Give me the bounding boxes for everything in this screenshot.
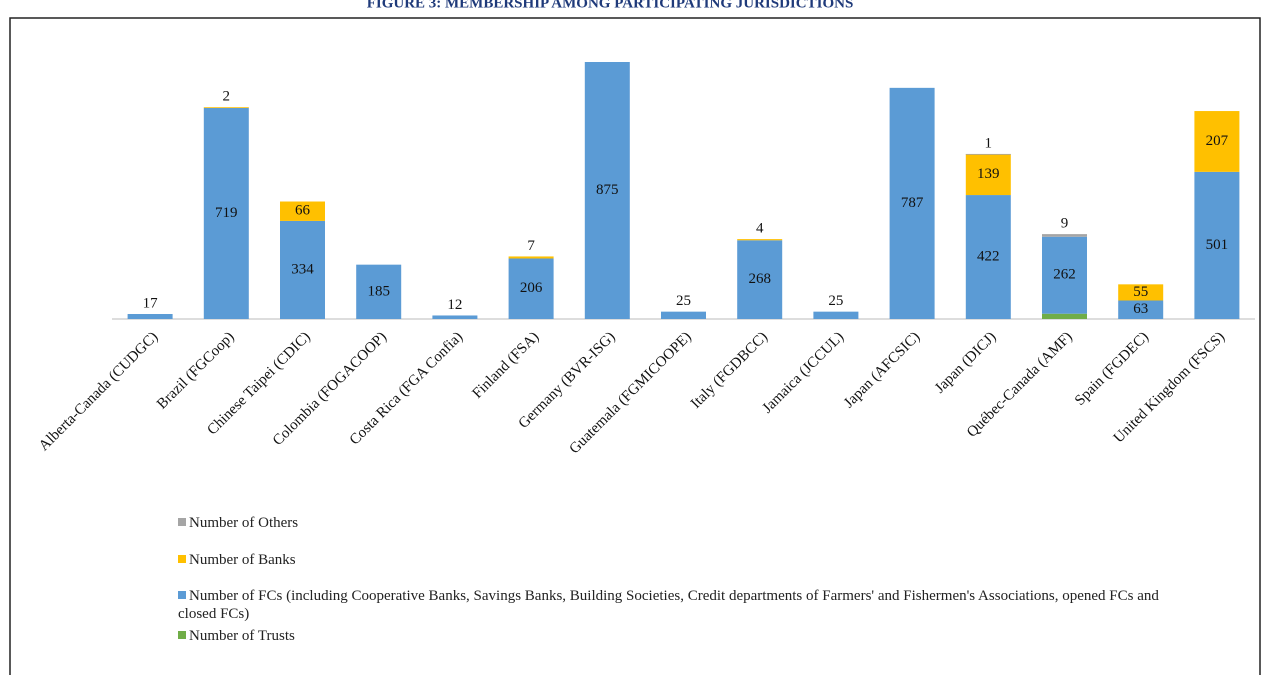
bar-segment bbox=[1042, 313, 1087, 319]
legend-item: Number of Others bbox=[178, 514, 1178, 532]
bar-segment bbox=[203, 107, 249, 319]
x-tick-label: Jamaica (JCCUL) bbox=[760, 329, 848, 417]
legend-item: Number of FCs (including Cooperative Ban… bbox=[178, 587, 1178, 623]
data-label: 787 bbox=[901, 195, 924, 211]
x-tick-label: Guatemala (FGMICOOPE) bbox=[566, 329, 694, 457]
bar-segment bbox=[127, 314, 173, 319]
data-label: 4 bbox=[756, 221, 764, 237]
data-label: 55 bbox=[1133, 284, 1148, 300]
x-tick-label: Spain (FGDEC) bbox=[1072, 329, 1152, 409]
data-label: 25 bbox=[676, 293, 691, 309]
bar-segment bbox=[737, 240, 783, 319]
data-label: 422 bbox=[977, 248, 1000, 264]
bar-segment bbox=[813, 311, 859, 319]
bar-segment bbox=[1194, 111, 1240, 172]
legend-item: Number of Banks bbox=[178, 551, 1178, 569]
bar-segment bbox=[280, 201, 325, 221]
bar-segment bbox=[203, 107, 249, 109]
legend-label: Number of Banks bbox=[189, 552, 296, 568]
bar-segment bbox=[508, 258, 554, 319]
x-tick-label: Japan (DICJ) bbox=[932, 329, 1000, 397]
data-label: 185 bbox=[367, 283, 390, 299]
bar-segment bbox=[280, 220, 325, 319]
data-label: 17 bbox=[143, 295, 159, 311]
legend-swatch bbox=[178, 518, 186, 526]
data-label: 7 bbox=[527, 238, 535, 254]
legend-swatch bbox=[178, 631, 186, 639]
data-label: 262 bbox=[1053, 267, 1076, 283]
data-label: 25 bbox=[828, 293, 843, 309]
data-label: 501 bbox=[1206, 237, 1229, 253]
data-label: 268 bbox=[748, 271, 771, 287]
x-tick-label: Finland (FSA) bbox=[469, 329, 542, 402]
bar-segment bbox=[1042, 234, 1087, 237]
data-label: 66 bbox=[295, 203, 311, 219]
data-label: 139 bbox=[977, 166, 1000, 182]
bar-segment bbox=[1118, 300, 1164, 319]
data-label: 719 bbox=[215, 205, 238, 221]
x-tick-label: Italy (FGDBCC) bbox=[688, 329, 771, 412]
data-label: 12 bbox=[447, 297, 462, 313]
bar-segment bbox=[432, 315, 478, 319]
bar-segment bbox=[584, 62, 630, 319]
legend-label: Number of Trusts bbox=[189, 628, 295, 644]
x-tick-label: Japan (AFCSIC) bbox=[841, 329, 923, 411]
data-label: 9 bbox=[1061, 216, 1069, 232]
bar-segment bbox=[965, 195, 1011, 319]
bar-segment bbox=[965, 153, 1011, 155]
bar-segment bbox=[661, 311, 706, 319]
data-label: 334 bbox=[291, 261, 314, 277]
data-label: 2 bbox=[223, 89, 231, 105]
data-label: 63 bbox=[1133, 301, 1148, 317]
chart-title: FIGURE 3: MEMBERSHIP AMONG PARTICIPATING… bbox=[367, 0, 854, 11]
data-label: 1 bbox=[985, 135, 993, 151]
data-label: 206 bbox=[520, 280, 543, 296]
bar-segment bbox=[356, 264, 402, 319]
legend-item: Number of Trusts bbox=[178, 627, 1178, 645]
bar-segment bbox=[737, 239, 783, 241]
bar-segment bbox=[965, 154, 1011, 196]
bar-segment bbox=[1118, 284, 1164, 301]
x-tick-label: Brazil (FGCoop) bbox=[154, 329, 237, 412]
legend-label: Number of FCs (including Cooperative Ban… bbox=[178, 588, 1159, 622]
legend-label: Number of Others bbox=[189, 515, 299, 531]
bar-segment bbox=[1194, 171, 1240, 319]
legend-swatch bbox=[178, 555, 186, 563]
x-tick-label: Alberta-Canada (CUDGC) bbox=[36, 329, 161, 454]
data-label: 207 bbox=[1206, 133, 1229, 149]
data-label: 875 bbox=[596, 182, 619, 198]
bar-segment bbox=[889, 87, 935, 319]
bar-segment bbox=[1042, 236, 1087, 314]
bar-segment bbox=[508, 256, 554, 259]
frame bbox=[9, 17, 1261, 675]
legend-swatch bbox=[178, 591, 186, 599]
